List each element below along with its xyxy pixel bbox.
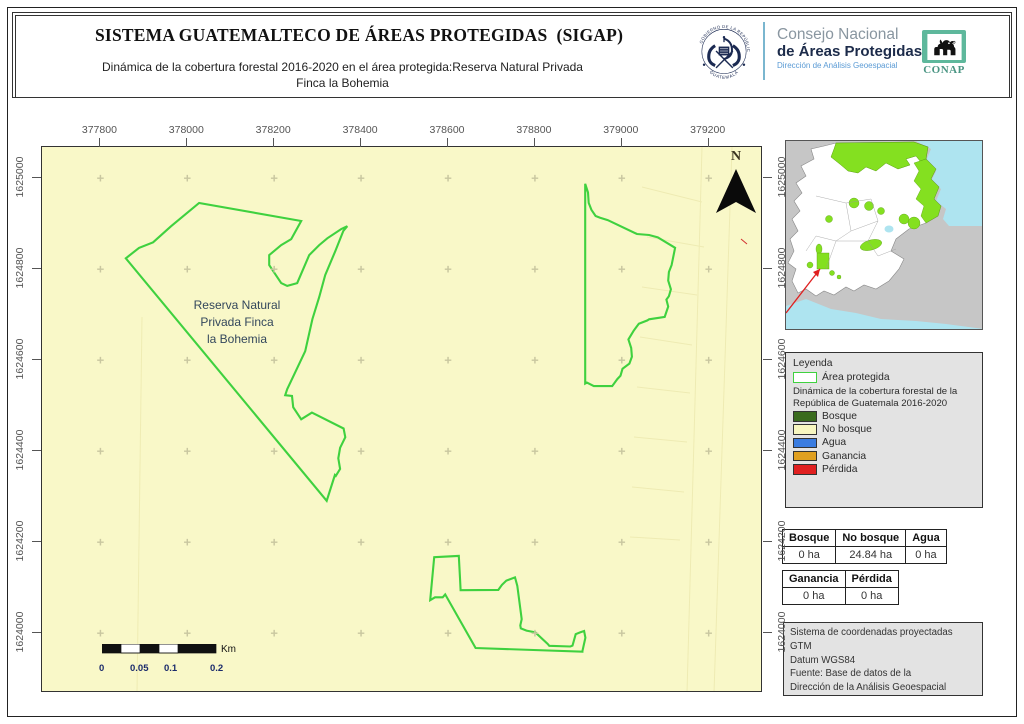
svg-text:Km: Km — [221, 644, 236, 655]
svg-text:GUATEMALA: GUATEMALA — [709, 69, 740, 79]
